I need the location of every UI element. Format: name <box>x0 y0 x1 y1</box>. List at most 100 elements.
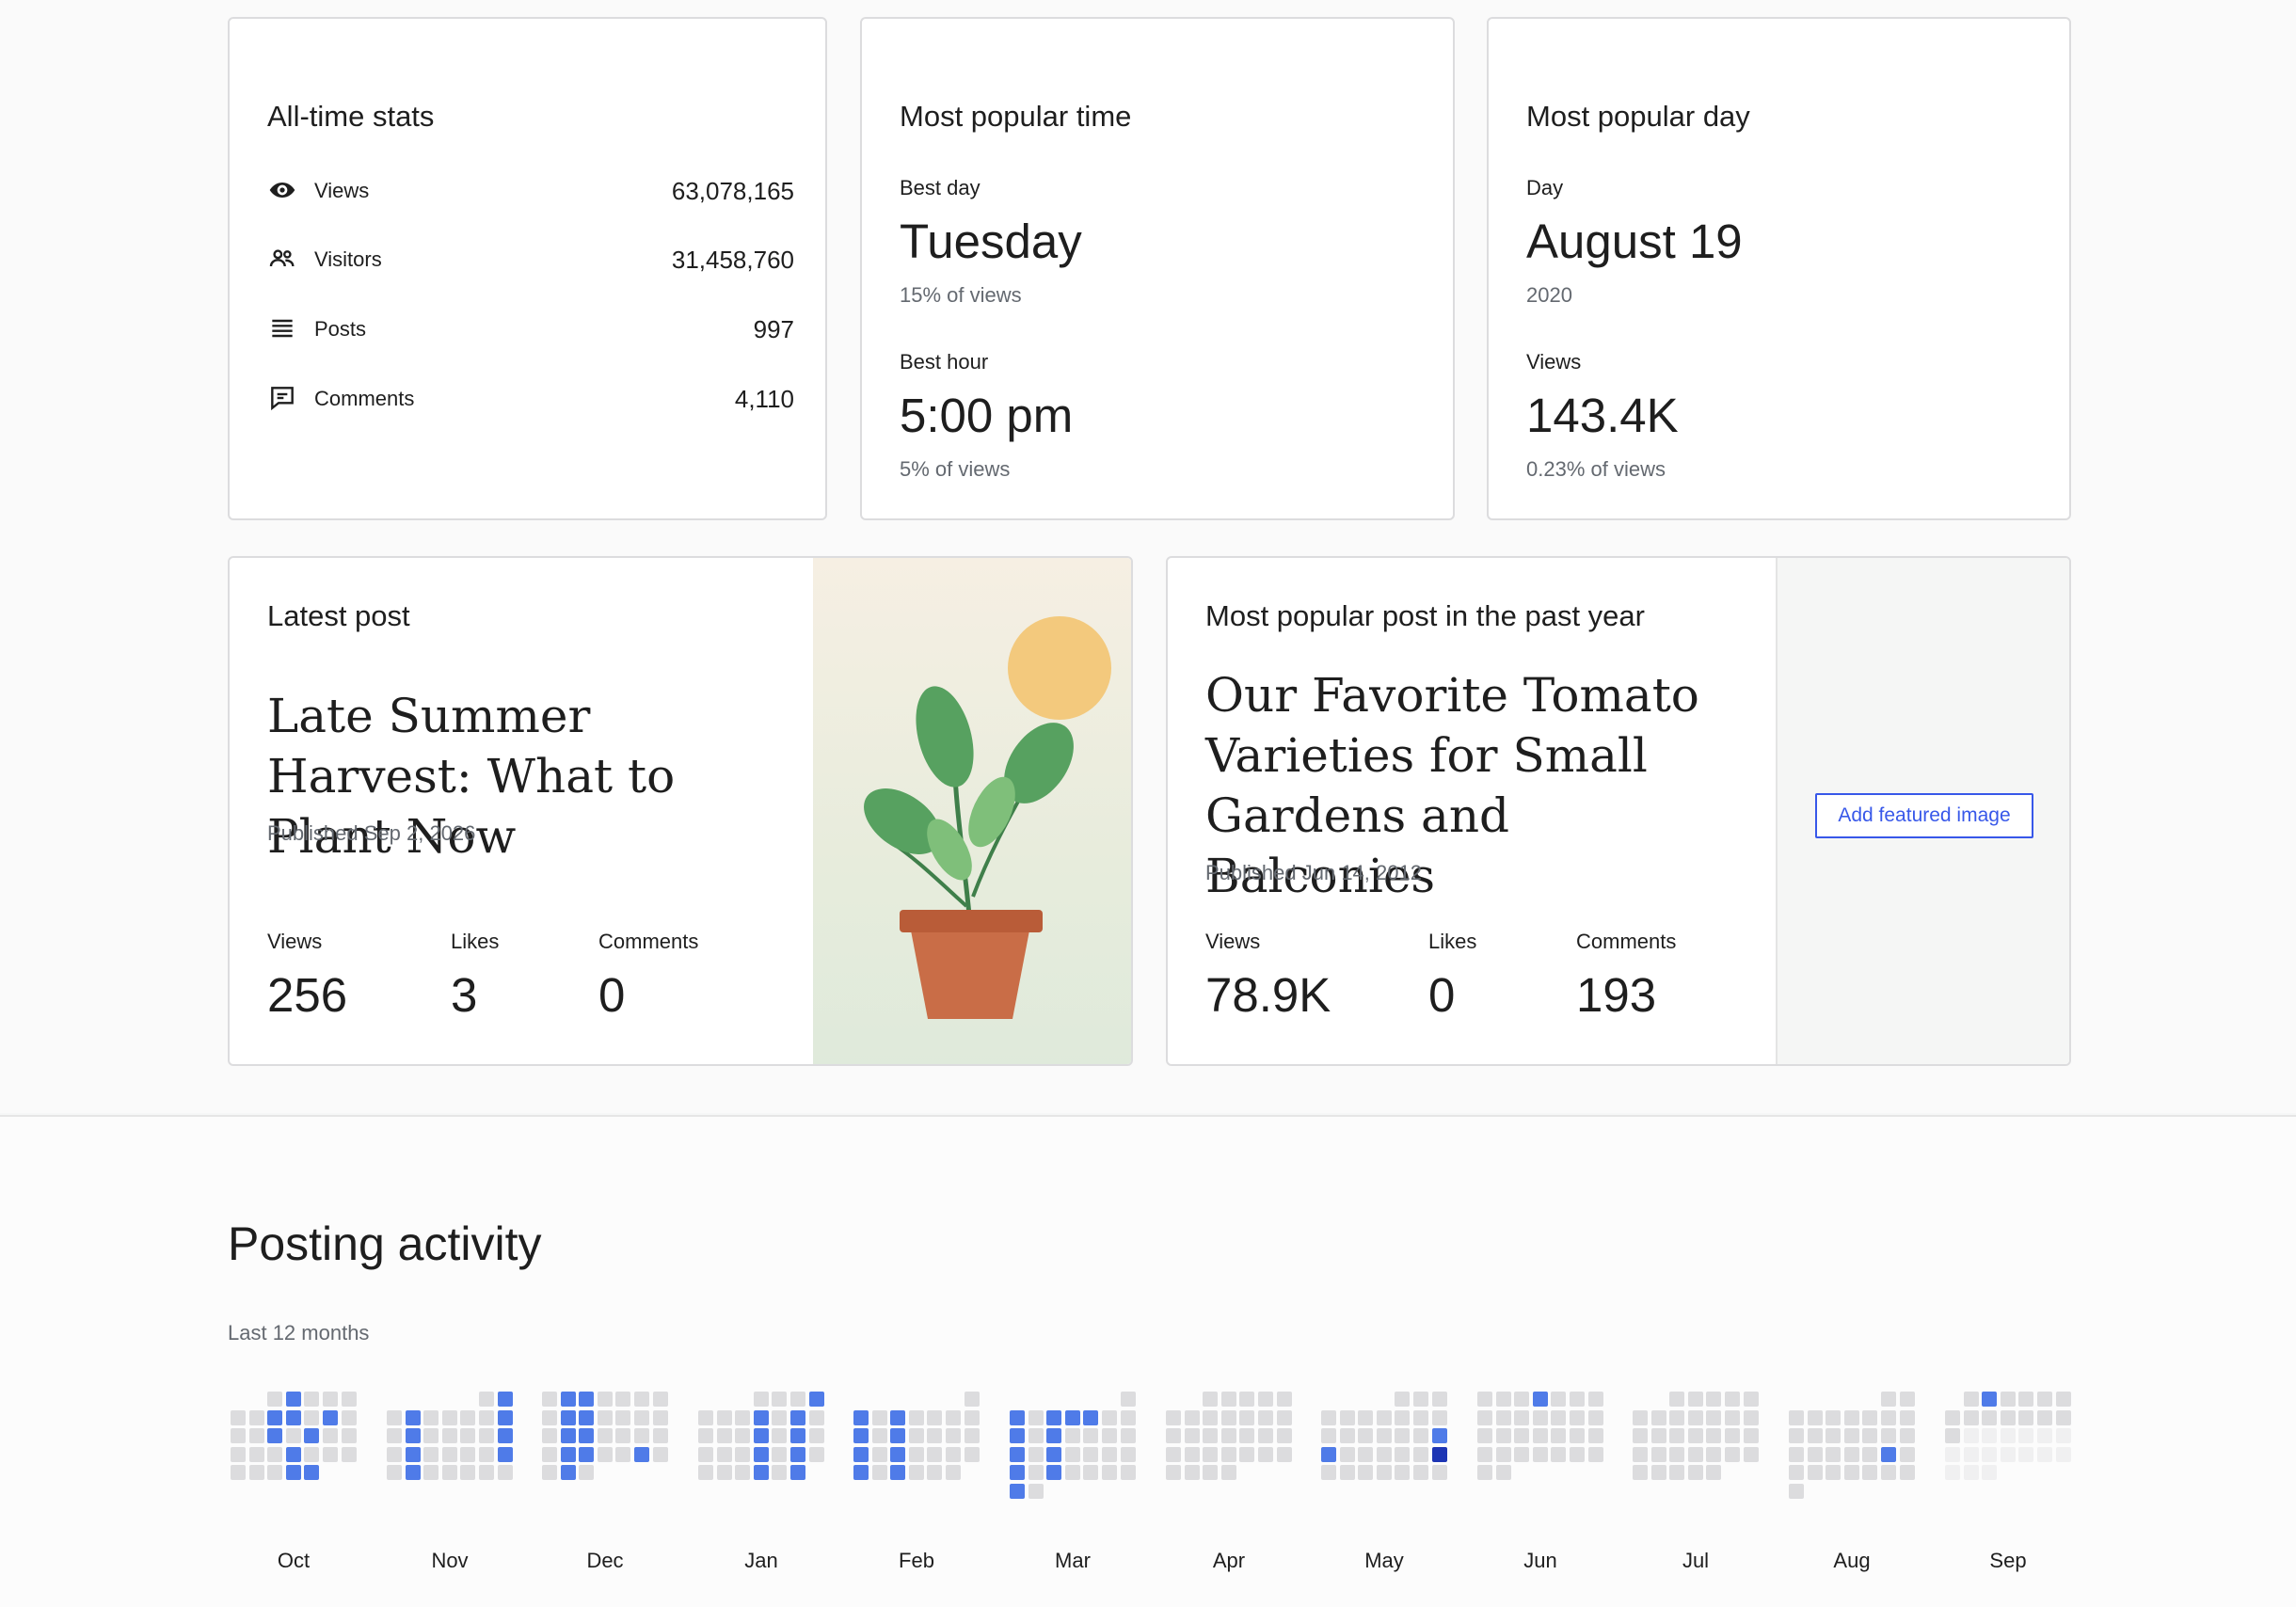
day-cell[interactable] <box>1239 1428 1254 1443</box>
day-cell[interactable] <box>1028 1465 1044 1480</box>
day-cell[interactable] <box>790 1410 805 1425</box>
day-cell[interactable] <box>1340 1410 1355 1425</box>
day-cell[interactable] <box>1964 1410 1979 1425</box>
day-cell[interactable] <box>790 1428 805 1443</box>
day-cell[interactable] <box>927 1465 942 1480</box>
day-cell[interactable] <box>423 1410 438 1425</box>
day-cell[interactable] <box>1826 1428 1841 1443</box>
day-cell[interactable] <box>1377 1447 1392 1462</box>
day-cell[interactable] <box>479 1428 494 1443</box>
day-cell[interactable] <box>1514 1428 1529 1443</box>
day-cell[interactable] <box>1588 1410 1603 1425</box>
day-cell[interactable] <box>387 1428 402 1443</box>
day-cell[interactable] <box>406 1465 421 1480</box>
day-cell[interactable] <box>1496 1465 1511 1480</box>
day-cell[interactable] <box>542 1465 557 1480</box>
day-cell[interactable] <box>946 1465 961 1480</box>
day-cell[interactable] <box>1533 1410 1548 1425</box>
day-cell[interactable] <box>1533 1392 1548 1407</box>
day-cell[interactable] <box>790 1465 805 1480</box>
day-cell[interactable] <box>853 1410 869 1425</box>
day-cell[interactable] <box>698 1447 713 1462</box>
day-cell[interactable] <box>598 1428 613 1443</box>
day-cell[interactable] <box>772 1392 787 1407</box>
day-cell[interactable] <box>1826 1465 1841 1480</box>
day-cell[interactable] <box>1982 1392 1997 1407</box>
day-cell[interactable] <box>735 1428 750 1443</box>
day-cell[interactable] <box>1083 1428 1098 1443</box>
day-cell[interactable] <box>1533 1428 1548 1443</box>
day-cell[interactable] <box>1900 1465 1915 1480</box>
popular-post-card[interactable]: Most popular post in the past year Our F… <box>1166 556 2071 1066</box>
day-cell[interactable] <box>2037 1392 2052 1407</box>
day-cell[interactable] <box>1826 1447 1841 1462</box>
day-cell[interactable] <box>790 1447 805 1462</box>
day-cell[interactable] <box>2001 1447 2016 1462</box>
day-cell[interactable] <box>1432 1465 1447 1480</box>
day-cell[interactable] <box>1065 1410 1080 1425</box>
day-cell[interactable] <box>1321 1465 1336 1480</box>
day-cell[interactable] <box>1185 1447 1200 1462</box>
day-cell[interactable] <box>653 1392 668 1407</box>
day-cell[interactable] <box>1065 1465 1080 1480</box>
day-cell[interactable] <box>1900 1392 1915 1407</box>
day-cell[interactable] <box>890 1410 905 1425</box>
day-cell[interactable] <box>754 1428 769 1443</box>
day-cell[interactable] <box>1166 1447 1181 1462</box>
day-cell[interactable] <box>1570 1410 1585 1425</box>
day-cell[interactable] <box>2001 1392 2016 1407</box>
day-cell[interactable] <box>909 1428 924 1443</box>
day-cell[interactable] <box>1706 1428 1721 1443</box>
day-cell[interactable] <box>423 1447 438 1462</box>
day-cell[interactable] <box>1395 1465 1410 1480</box>
day-cell[interactable] <box>1395 1392 1410 1407</box>
day-cell[interactable] <box>1065 1428 1080 1443</box>
day-cell[interactable] <box>1688 1392 1703 1407</box>
day-cell[interactable] <box>872 1465 887 1480</box>
day-cell[interactable] <box>717 1447 732 1462</box>
day-cell[interactable] <box>946 1410 961 1425</box>
day-cell[interactable] <box>1496 1392 1511 1407</box>
day-cell[interactable] <box>231 1428 246 1443</box>
day-cell[interactable] <box>598 1447 613 1462</box>
day-cell[interactable] <box>267 1465 282 1480</box>
day-cell[interactable] <box>1477 1392 1492 1407</box>
day-cell[interactable] <box>772 1410 787 1425</box>
day-cell[interactable] <box>1982 1465 1997 1480</box>
day-cell[interactable] <box>754 1392 769 1407</box>
post-title[interactable]: Our Favorite Tomato Varieties for Small … <box>1205 668 1699 903</box>
day-cell[interactable] <box>1651 1428 1666 1443</box>
day-cell[interactable] <box>1725 1410 1740 1425</box>
day-cell[interactable] <box>1706 1392 1721 1407</box>
day-cell[interactable] <box>267 1410 282 1425</box>
day-cell[interactable] <box>1651 1447 1666 1462</box>
day-cell[interactable] <box>1744 1447 1759 1462</box>
day-cell[interactable] <box>323 1428 338 1443</box>
day-cell[interactable] <box>1277 1428 1292 1443</box>
day-cell[interactable] <box>1010 1484 1025 1499</box>
day-cell[interactable] <box>1358 1410 1373 1425</box>
day-cell[interactable] <box>561 1410 576 1425</box>
day-cell[interactable] <box>387 1410 402 1425</box>
day-cell[interactable] <box>1945 1447 1960 1462</box>
day-cell[interactable] <box>1102 1447 1117 1462</box>
day-cell[interactable] <box>1964 1465 1979 1480</box>
day-cell[interactable] <box>561 1392 576 1407</box>
day-cell[interactable] <box>2037 1428 2052 1443</box>
day-cell[interactable] <box>1964 1447 1979 1462</box>
day-cell[interactable] <box>1744 1428 1759 1443</box>
day-cell[interactable] <box>1669 1428 1684 1443</box>
day-cell[interactable] <box>1432 1428 1447 1443</box>
day-cell[interactable] <box>1688 1465 1703 1480</box>
day-cell[interactable] <box>579 1410 594 1425</box>
day-cell[interactable] <box>231 1465 246 1480</box>
day-cell[interactable] <box>498 1447 513 1462</box>
day-cell[interactable] <box>267 1428 282 1443</box>
day-cell[interactable] <box>1121 1392 1136 1407</box>
day-cell[interactable] <box>1945 1410 1960 1425</box>
day-cell[interactable] <box>1477 1465 1492 1480</box>
day-cell[interactable] <box>1514 1410 1529 1425</box>
day-cell[interactable] <box>2037 1447 2052 1462</box>
day-cell[interactable] <box>809 1447 824 1462</box>
day-cell[interactable] <box>579 1447 594 1462</box>
